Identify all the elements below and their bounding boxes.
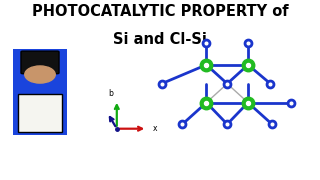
FancyBboxPatch shape [18, 94, 62, 132]
Circle shape [25, 66, 55, 83]
Text: Si and Cl-Si: Si and Cl-Si [113, 32, 207, 47]
Text: b: b [108, 89, 114, 98]
Bar [13, 49, 67, 135]
Text: x: x [153, 124, 157, 133]
Text: PHOTOCATALYTIC PROPERTY of: PHOTOCATALYTIC PROPERTY of [32, 4, 288, 19]
FancyBboxPatch shape [21, 51, 59, 74]
